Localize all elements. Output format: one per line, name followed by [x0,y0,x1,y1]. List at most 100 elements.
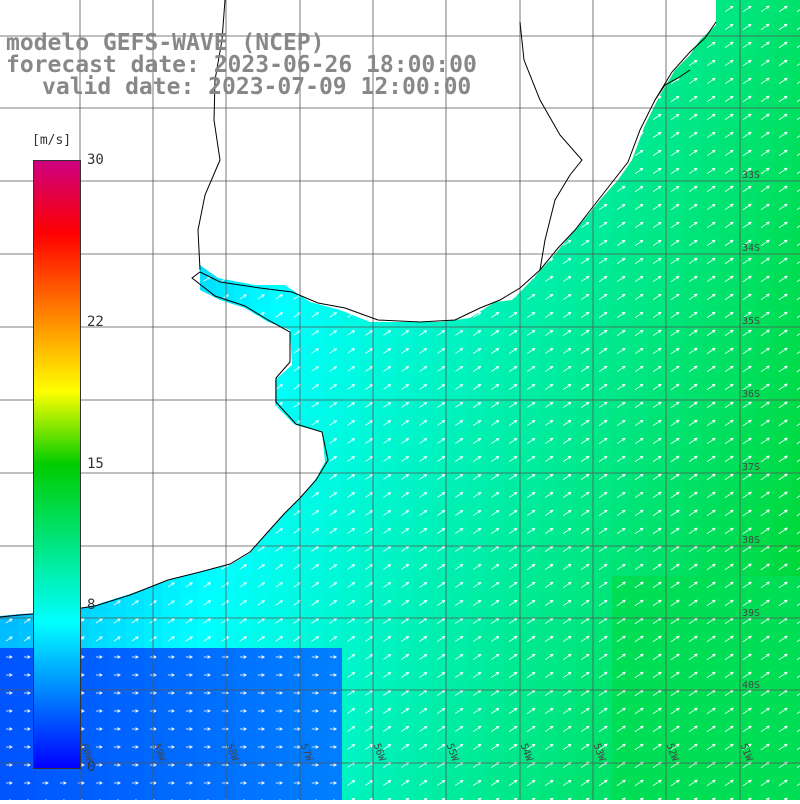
latitude-label: 34S [742,243,760,254]
speed-cell [216,792,234,800]
speed-cell [792,126,800,144]
colorbar-tick-label: 8 [87,598,95,612]
speed-cell [792,36,800,54]
speed-cell [540,792,558,800]
speed-cell [630,792,648,800]
speed-cell [486,792,504,800]
colorbar [33,160,81,769]
speed-cell [702,792,720,800]
speed-cell [468,792,486,800]
speed-cell [792,648,800,666]
speed-cell [180,792,198,800]
speed-cell [108,792,126,800]
speed-cell [720,792,738,800]
speed-cell [792,774,800,792]
speed-cell [792,216,800,234]
speed-cell [396,792,414,800]
colorbar-tick-label: 0 [87,760,95,774]
speed-cell [792,0,800,18]
speed-cell [756,792,774,800]
colorbar-tick-label: 15 [87,457,104,471]
speed-cell [684,792,702,800]
speed-cell [792,504,800,522]
speed-cell [270,792,288,800]
speed-cell [792,180,800,198]
speed-cell [792,738,800,756]
speed-cell [72,792,90,800]
speed-cell [360,792,378,800]
speed-cell [792,270,800,288]
colorbar-tick-label: 22 [87,315,104,329]
speed-cell [0,792,18,800]
speed-cell [792,612,800,630]
speed-cell [792,756,800,774]
speed-cell [792,558,800,576]
latitude-label: 39S [742,608,760,619]
speed-cell [792,72,800,90]
colorbar-tick-label: 30 [87,153,104,167]
speed-cell [792,576,800,594]
speed-cell [792,450,800,468]
speed-cell [450,792,468,800]
speed-cell [198,792,216,800]
speed-cell [792,486,800,504]
speed-cell [792,108,800,126]
speed-cell [792,288,800,306]
speed-cell [792,162,800,180]
speed-cell [792,702,800,720]
speed-cell [792,198,800,216]
colorbar-unit: [m/s] [30,133,73,148]
speed-cell [504,792,522,800]
title-valid-date: valid date: 2023-07-09 12:00:00 [42,76,471,99]
latitude-label: 38S [742,535,760,546]
speed-cell [792,684,800,702]
speed-cell [792,252,800,270]
speed-cell [792,234,800,252]
speed-cell [612,792,630,800]
speed-cell [432,792,450,800]
speed-cell [792,342,800,360]
speed-cell [648,792,666,800]
speed-cell [54,792,72,800]
speed-cell [792,468,800,486]
speed-cell [792,666,800,684]
speed-cell [378,792,396,800]
speed-cell [126,792,144,800]
speed-cell [324,792,342,800]
speed-cell [792,90,800,108]
speed-cell [252,792,270,800]
speed-cell [234,792,252,800]
latitude-label: 33S [742,170,760,181]
speed-cell [306,792,324,800]
latitude-label: 40S [742,680,760,691]
speed-cell [342,792,360,800]
latitude-label: 37S [742,462,760,473]
speed-cell [792,360,800,378]
speed-cell [792,432,800,450]
latitude-label: 36S [742,389,760,400]
speed-cell [90,792,108,800]
speed-cell [774,792,792,800]
speed-cell [162,792,180,800]
speed-cell [738,792,756,800]
speed-cell [792,18,800,36]
speed-cell [792,414,800,432]
speed-cell [792,396,800,414]
speed-cell [792,720,800,738]
speed-cell [522,792,540,800]
speed-cell [792,306,800,324]
speed-cell [288,792,306,800]
speed-cell [792,522,800,540]
speed-cell [18,792,36,800]
speed-cell [792,594,800,612]
speed-cell [594,792,612,800]
speed-cell [792,540,800,558]
latitude-label: 35S [742,316,760,327]
speed-cell [792,630,800,648]
speed-cell [414,792,432,800]
speed-cell [792,792,800,800]
speed-cell [666,792,684,800]
speed-cell [576,792,594,800]
